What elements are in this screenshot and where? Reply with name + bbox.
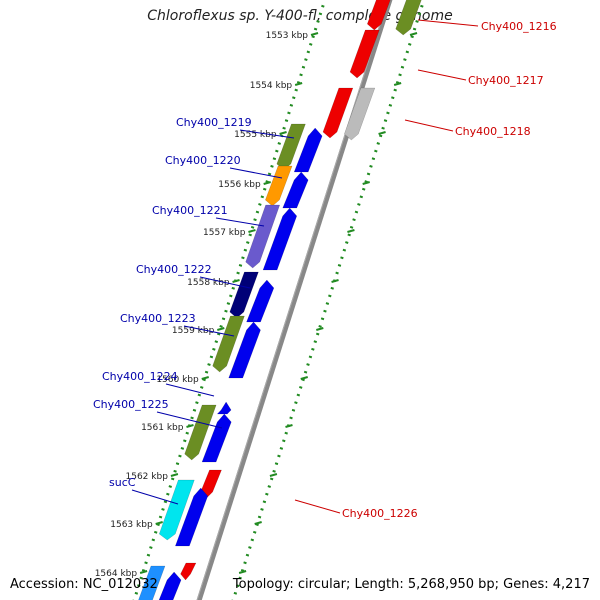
gene-label: Chy400_1225 [93,398,169,411]
kbp-tick [238,570,247,574]
label-leader [294,499,341,514]
gene-arrow [184,404,217,461]
kbp-tick [254,521,262,525]
gene-label: Chy400_1222 [136,263,212,276]
kbp-label: 1558 kbp [187,278,230,288]
gene-arrow [228,321,261,379]
kbp-tick [269,473,278,477]
kbp-tick [316,327,324,331]
kbp-tick [279,131,287,135]
gene-arrow [212,315,245,373]
gene-arrow [216,401,232,415]
kbp-tick [409,32,418,36]
gene-arrow [293,127,323,173]
accession-text: Accession: NC_012032 [10,577,158,592]
kbp-label: 1555 kbp [234,130,277,140]
gene-label: Chy400_1223 [120,312,196,325]
kbp-tick [201,376,210,380]
kbp-tick [155,521,163,525]
kbp-tick [170,473,179,477]
kbp-tick [217,327,225,331]
gene-arrow [349,29,380,79]
gene-arrow [344,87,376,141]
kbp-label: 1556 kbp [218,180,261,190]
kbp-tick [285,424,293,428]
kbp-label: 1554 kbp [250,81,293,91]
kbp-tick [139,570,148,574]
gene-arrow [200,469,222,499]
label-leader [156,411,223,429]
gene-arrow [201,413,232,463]
gene-arrow [138,565,166,600]
kbp-tick [393,82,402,86]
gene-label: Chy400_1217 [468,74,544,87]
label-leader [417,69,467,81]
label-leaders [131,19,479,514]
kbp-tick [248,229,256,233]
gene-arrow [395,0,422,36]
kbp-tick [378,131,386,135]
gene-arrow [282,171,309,209]
gene-arrow [265,165,293,207]
kbp-label: 1564 kbp [95,569,138,579]
kbp-tick [331,279,339,283]
gene-arrow [322,87,354,139]
gene-arrow [366,0,391,31]
label-leader [183,325,235,337]
label-leader [215,217,265,227]
label-leader [417,19,479,27]
kbp-label: 1557 kbp [203,228,246,238]
gene-label: Chy400_1221 [152,204,228,217]
kbp-tick [186,424,194,428]
gene-arrow [246,279,275,323]
label-leader [131,489,179,505]
gene-label: Chy400_1216 [481,20,557,33]
gene-label: Chy400_1226 [342,507,418,520]
gene-label: sucC [109,476,136,489]
gene-labels: Chy400_1219 Chy400_1220 Chy400_1221 Chy400_… [93,20,557,520]
kbp-tick [232,279,240,283]
kbp-tick [347,229,355,233]
gene-arrow [158,571,182,600]
kbp-label: 1561 kbp [141,423,184,433]
kbp-tick [300,376,309,380]
kbp-tick [310,32,319,36]
kbp-tick [362,181,370,185]
gene-arrow [245,204,281,269]
gene-arrow [180,562,197,581]
kbp-label: 1560 kbp [156,375,199,385]
topology-text: Topology: circular; Length: 5,268,950 bp… [232,577,590,592]
gene-label: Chy400_1219 [176,116,252,129]
gene-arrow [175,487,209,547]
label-leader [229,167,283,179]
gene-arrow [262,207,298,271]
kbp-label: 1553 kbp [266,31,309,41]
label-leader [199,276,251,289]
gene-arrow [229,271,259,319]
gene-label: Chy400_1218 [455,125,531,138]
tick-marks [139,32,418,574]
kbp-label: 1562 kbp [126,472,169,482]
gene-label: Chy400_1220 [165,154,241,167]
kbp-tick [263,181,271,185]
label-leader [165,383,215,397]
gene-features [138,0,422,600]
kbp-tick [294,82,303,86]
gene-arrow [158,479,195,541]
label-leader [404,119,454,132]
kbp-label: 1559 kbp [172,326,215,336]
kbp-label: 1563 kbp [110,520,153,530]
gene-label: Chy400_1224 [102,370,178,383]
label-leader [239,129,295,139]
kbp-labels: 1553 kbp 1554 kbp 1555 kbp 1556 kbp 1557 kbp… [95,31,309,579]
